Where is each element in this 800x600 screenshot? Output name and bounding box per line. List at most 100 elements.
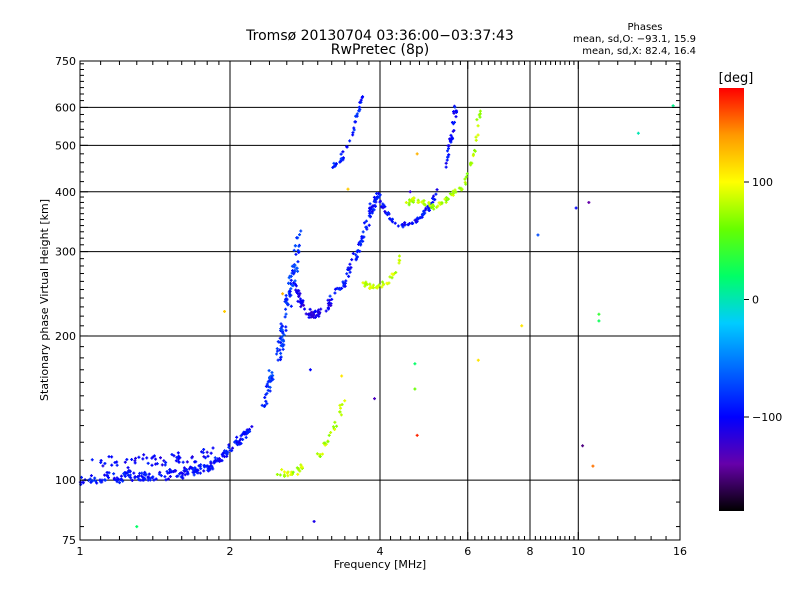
- data-point: [313, 315, 317, 319]
- data-point: [453, 188, 457, 192]
- data-point: [294, 252, 298, 256]
- data-point: [227, 443, 231, 447]
- data-point: [183, 473, 187, 477]
- data-point: [339, 152, 343, 156]
- data-point: [317, 312, 321, 316]
- data-point: [422, 209, 426, 213]
- data-point: [312, 312, 316, 316]
- data-point: [280, 335, 284, 339]
- y-tick-label: 200: [55, 330, 76, 343]
- data-point: [329, 430, 333, 434]
- data-point: [338, 403, 342, 407]
- isolated-point: [223, 309, 227, 313]
- data-point: [323, 441, 327, 445]
- data-point: [291, 284, 295, 288]
- data-point: [443, 197, 447, 201]
- data-point: [146, 478, 150, 482]
- data-point: [175, 474, 179, 478]
- data-point: [440, 201, 444, 205]
- data-point: [307, 315, 311, 319]
- data-point: [221, 451, 225, 455]
- data-point: [362, 221, 366, 225]
- data-point: [284, 325, 288, 329]
- data-point: [381, 283, 385, 287]
- data-point: [99, 480, 103, 484]
- axis-ticks: [79, 60, 681, 541]
- data-point: [447, 144, 451, 148]
- data-point: [401, 225, 405, 229]
- data-point: [174, 459, 178, 463]
- data-point: [298, 233, 302, 237]
- data-point: [275, 349, 279, 353]
- data-point: [119, 478, 123, 482]
- data-point: [268, 385, 272, 389]
- y-tick-label: 400: [55, 186, 76, 199]
- data-point: [335, 424, 339, 428]
- data-point: [208, 468, 212, 472]
- data-point: [235, 435, 239, 439]
- data-point: [340, 403, 344, 407]
- data-point: [284, 293, 288, 297]
- data-point: [211, 446, 215, 450]
- data-point: [286, 474, 290, 478]
- phase-stats-o: mean, sd,O: −93.1, 15.9: [573, 34, 696, 45]
- data-point: [217, 457, 221, 461]
- data-point: [398, 258, 402, 262]
- data-point: [450, 137, 454, 141]
- data-point: [250, 425, 254, 429]
- data-point: [420, 200, 424, 204]
- data-point: [435, 188, 439, 192]
- data-point: [122, 472, 126, 476]
- isolated-point: [312, 519, 316, 523]
- colorbar-tick-label: −100: [752, 411, 782, 424]
- data-point: [264, 384, 268, 388]
- data-point: [175, 455, 179, 459]
- data-point: [370, 209, 374, 213]
- data-point: [390, 217, 394, 221]
- data-point: [348, 270, 352, 274]
- data-point: [132, 471, 136, 475]
- data-point: [296, 299, 300, 303]
- data-point: [268, 389, 272, 393]
- colorbar-tick-label: 100: [752, 176, 773, 189]
- data-point: [260, 403, 264, 407]
- data-point: [134, 456, 138, 460]
- data-point: [239, 437, 243, 441]
- data-point: [101, 464, 105, 468]
- data-point: [396, 224, 400, 228]
- data-point: [295, 236, 299, 240]
- data-point: [292, 281, 296, 285]
- data-point: [279, 341, 283, 345]
- data-point: [205, 464, 209, 468]
- data-point: [147, 472, 151, 476]
- data-point: [185, 460, 189, 464]
- data-point: [431, 203, 435, 207]
- data-point: [368, 282, 372, 286]
- x-tick-label: 16: [673, 545, 687, 558]
- data-point: [293, 282, 297, 286]
- data-point: [285, 297, 289, 301]
- data-point: [193, 460, 197, 464]
- y-tick-label: 600: [55, 101, 76, 114]
- data-point: [191, 467, 195, 471]
- data-point: [420, 215, 424, 219]
- data-point: [471, 152, 475, 156]
- data-point: [282, 343, 286, 347]
- data-point: [363, 282, 367, 286]
- data-point: [313, 309, 317, 313]
- data-point: [317, 308, 321, 312]
- data-point: [320, 452, 324, 456]
- data-point: [328, 294, 332, 298]
- data-point: [451, 191, 455, 195]
- data-point: [136, 475, 140, 479]
- data-point: [190, 466, 194, 470]
- data-point: [354, 257, 358, 261]
- data-point: [123, 474, 127, 478]
- data-point: [154, 477, 158, 481]
- data-point: [378, 200, 382, 204]
- data-point: [347, 268, 351, 272]
- data-point: [163, 463, 167, 467]
- data-point: [465, 172, 469, 176]
- isolated-point: [340, 374, 344, 378]
- data-point: [388, 275, 392, 279]
